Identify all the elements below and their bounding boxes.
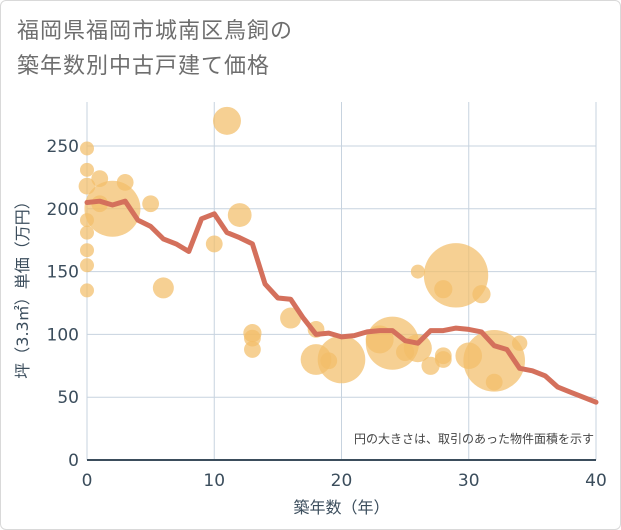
bubble-point <box>485 373 503 391</box>
bubble-point <box>244 341 261 358</box>
bubble-point <box>80 162 94 177</box>
y-tick-label: 0 <box>68 451 79 471</box>
bubble-point <box>212 106 241 135</box>
x-tick-label: 30 <box>458 471 480 491</box>
bubble-series <box>78 106 528 392</box>
bubble-point <box>80 141 94 156</box>
bubble-point <box>80 243 94 258</box>
bubble-point <box>152 277 174 299</box>
x-tick-label: 20 <box>331 471 353 491</box>
chart-title-line1: 福岡県福岡市城南区鳥飼の <box>17 19 294 44</box>
bubble-point <box>78 177 96 195</box>
bubble-point <box>280 307 302 329</box>
bubble-point <box>80 283 94 298</box>
bubble-point <box>84 180 141 237</box>
x-axis-label: 築年数（年） <box>293 498 389 517</box>
bubble-point <box>205 235 223 253</box>
bubble-point <box>227 203 252 227</box>
trend-line <box>84 198 599 405</box>
bubble-point <box>434 351 452 368</box>
y-tick-label: 100 <box>47 325 79 345</box>
bubble-size-note: 円の大きさは、取引のあった物件面積を示す <box>354 431 594 446</box>
bubble-point <box>80 258 94 273</box>
x-tick-label: 10 <box>203 471 225 491</box>
x-tick-label: 40 <box>585 471 607 491</box>
bubble-point <box>410 264 425 279</box>
x-tick-labels: 0 10 20 30 40 <box>82 471 607 491</box>
bubble-point <box>317 335 366 384</box>
y-tick-labels: 0 50 100 150 200 250 <box>47 137 79 471</box>
x-tick-label: 0 <box>82 471 93 491</box>
bubble-point <box>511 335 528 351</box>
bubble-point <box>423 243 489 308</box>
chart-title-line2: 築年数別中古戸建て価格 <box>17 54 271 79</box>
bubble-point <box>80 225 94 240</box>
y-tick-label: 50 <box>57 388 79 408</box>
y-tick-label: 250 <box>47 137 79 157</box>
y-tick-label: 150 <box>47 263 79 283</box>
bubble-point <box>463 329 525 392</box>
y-tick-label: 200 <box>47 200 79 220</box>
bubble-point <box>116 173 134 191</box>
y-axis-label: 坪（3.3㎡）単価（万円） <box>13 193 32 378</box>
bubble-point <box>472 285 491 304</box>
chart-title: 福岡県福岡市城南区鳥飼の 築年数別中古戸建て価格 <box>17 14 293 84</box>
bubble-point <box>142 195 160 213</box>
